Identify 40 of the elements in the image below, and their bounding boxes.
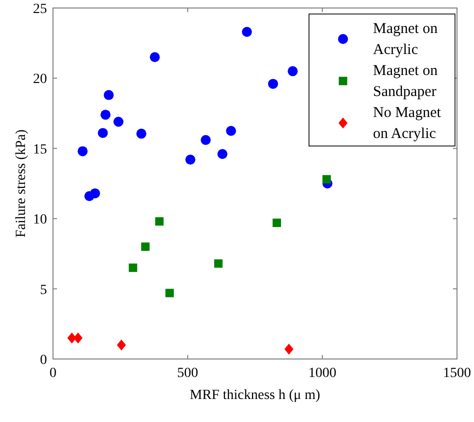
point — [90, 188, 100, 198]
point — [74, 332, 83, 344]
legend-label: No Magnet on Acrylic — [373, 105, 442, 142]
point — [150, 52, 160, 62]
point — [272, 218, 282, 228]
point — [322, 175, 331, 184]
point — [141, 242, 150, 251]
y-tick-label: 10 — [33, 212, 47, 228]
point — [214, 259, 223, 268]
legend-label: Magnet on Sandpaper — [373, 63, 438, 100]
x-tick-label: 1000 — [308, 366, 336, 381]
y-tick-label: 15 — [33, 142, 47, 158]
point — [136, 128, 146, 139]
point — [165, 288, 174, 298]
point — [113, 116, 124, 127]
point — [200, 134, 211, 145]
y-tick-label: 20 — [33, 72, 47, 88]
point — [217, 149, 228, 160]
point — [185, 154, 196, 165]
point — [284, 344, 294, 355]
point — [116, 339, 126, 350]
x-tick-label: 1500 — [443, 366, 471, 381]
point — [155, 217, 164, 226]
x-tick-label: 0 — [50, 366, 56, 381]
point — [226, 126, 236, 136]
point — [288, 66, 298, 76]
point — [100, 110, 111, 120]
point — [128, 264, 138, 272]
y-axis-title: Failure stress (kPa) — [14, 129, 29, 238]
point — [98, 128, 108, 138]
legend-label: Magnet on Acrylic — [373, 21, 438, 58]
point — [78, 146, 88, 156]
y-tick-label: 0 — [40, 353, 47, 368]
y-tick-label: 25 — [33, 2, 47, 17]
point — [242, 26, 252, 37]
x-axis-title: MRF thickness h (μ m) — [190, 388, 321, 403]
point — [268, 78, 278, 89]
point — [104, 90, 114, 100]
x-tick-label: 500 — [177, 366, 198, 381]
y-tick-label: 5 — [40, 282, 47, 298]
